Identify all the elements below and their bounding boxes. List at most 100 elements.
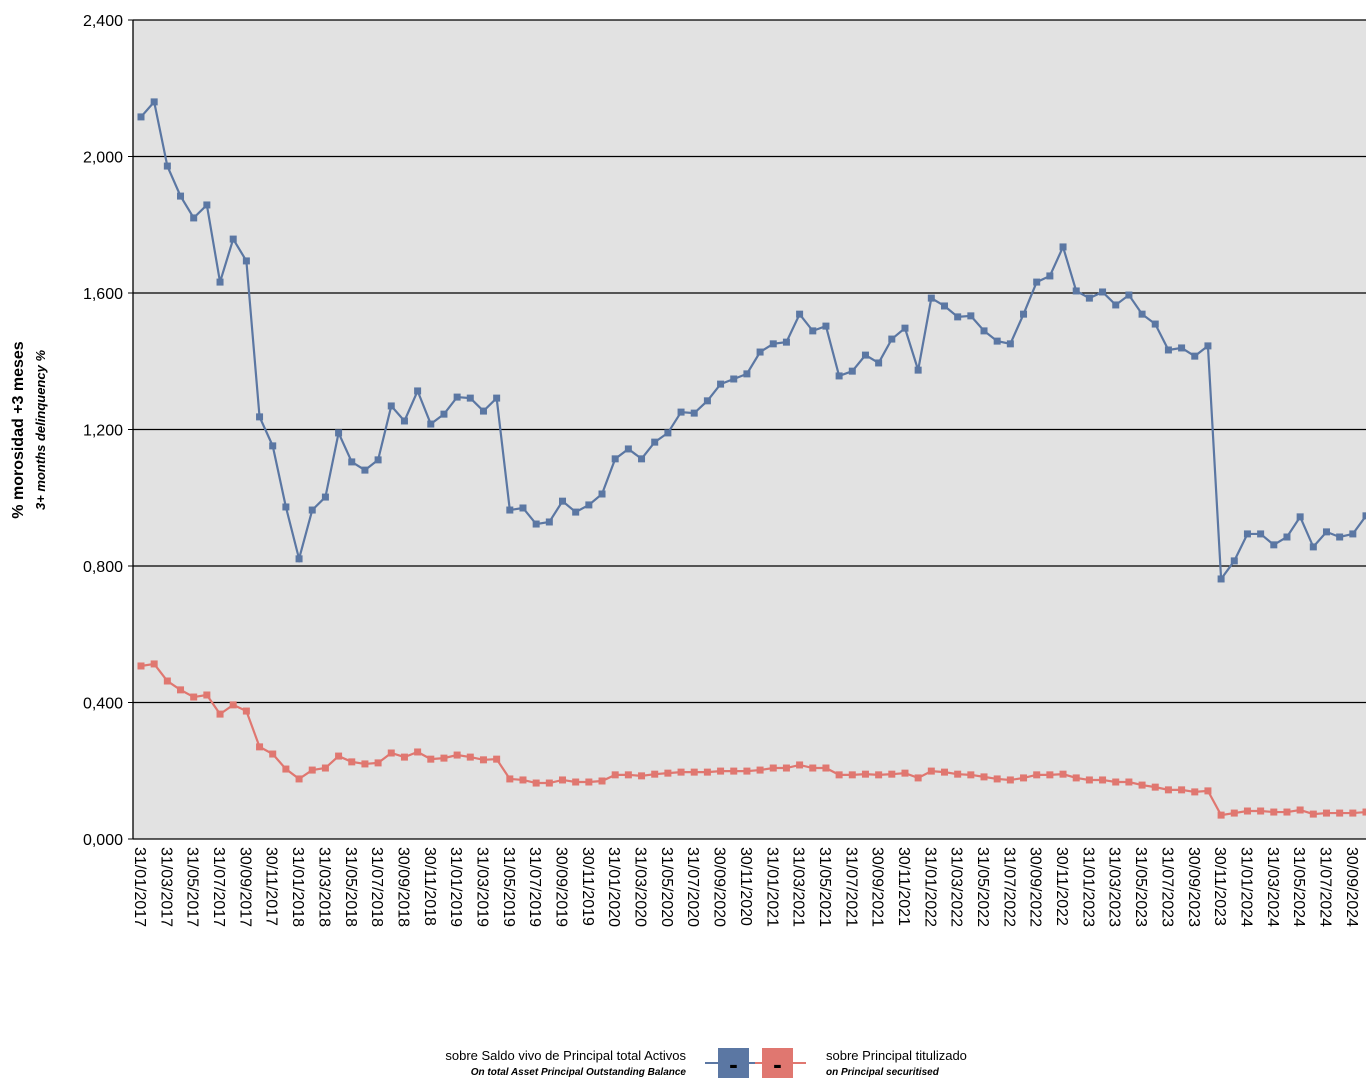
x-tick-label: 31/03/2018 bbox=[315, 847, 332, 927]
data-point bbox=[967, 312, 975, 320]
x-tick-label: 31/03/2019 bbox=[473, 847, 490, 927]
data-point bbox=[1217, 811, 1225, 819]
x-tick-label: 31/07/2020 bbox=[684, 847, 701, 927]
x-tick-label: 31/07/2017 bbox=[210, 847, 227, 927]
data-point bbox=[703, 397, 711, 405]
data-point bbox=[954, 313, 962, 321]
data-point bbox=[809, 327, 817, 335]
data-point bbox=[348, 758, 356, 766]
data-point bbox=[1072, 774, 1080, 782]
data-point bbox=[598, 777, 606, 785]
data-point bbox=[914, 774, 922, 782]
data-point bbox=[282, 765, 290, 773]
data-point bbox=[308, 506, 316, 514]
data-point bbox=[1257, 530, 1265, 538]
data-point bbox=[585, 501, 593, 509]
x-tick-label: 31/07/2018 bbox=[368, 847, 385, 927]
data-point bbox=[335, 752, 343, 760]
data-point bbox=[493, 394, 501, 402]
data-point bbox=[585, 778, 593, 786]
data-point bbox=[980, 773, 988, 781]
data-point bbox=[335, 429, 343, 437]
data-point bbox=[163, 677, 171, 685]
data-point bbox=[427, 420, 435, 428]
data-point bbox=[993, 775, 1001, 783]
data-point bbox=[703, 768, 711, 776]
data-point bbox=[1230, 809, 1238, 817]
data-point bbox=[677, 408, 685, 416]
data-point bbox=[203, 201, 211, 209]
data-point bbox=[809, 764, 817, 772]
data-point bbox=[282, 503, 290, 511]
data-point bbox=[743, 767, 751, 775]
x-tick-label: 30/09/2022 bbox=[1027, 847, 1044, 927]
data-point bbox=[269, 750, 277, 758]
data-point bbox=[769, 764, 777, 772]
x-tick-label: 31/03/2020 bbox=[632, 847, 649, 927]
data-point bbox=[651, 770, 659, 778]
data-point bbox=[242, 257, 250, 265]
data-point bbox=[1099, 776, 1107, 784]
data-point bbox=[835, 771, 843, 779]
x-tick-label: 31/05/2017 bbox=[184, 847, 201, 927]
data-point bbox=[796, 761, 804, 769]
data-point bbox=[1059, 243, 1067, 251]
y-axis-title: % morosidad +3 meses bbox=[10, 341, 27, 519]
legend-label: sobre Principal titulizado bbox=[826, 1048, 967, 1063]
x-tick-label: 31/03/2017 bbox=[157, 847, 174, 927]
data-point bbox=[137, 113, 145, 121]
data-point bbox=[875, 359, 883, 367]
x-tick-label: 31/01/2024 bbox=[1237, 847, 1254, 927]
x-tick-label: 31/07/2022 bbox=[1000, 847, 1017, 927]
data-point bbox=[137, 662, 145, 670]
data-point bbox=[611, 771, 619, 779]
x-tick-label: 30/09/2019 bbox=[553, 847, 570, 927]
x-tick-label: 31/03/2024 bbox=[1264, 847, 1281, 927]
x-tick-label: 31/03/2022 bbox=[948, 847, 965, 927]
data-point bbox=[638, 455, 646, 463]
data-point bbox=[756, 348, 764, 356]
x-tick-label: 30/09/2023 bbox=[1185, 847, 1202, 927]
data-point bbox=[163, 162, 171, 170]
data-point bbox=[269, 442, 277, 450]
data-point bbox=[479, 756, 487, 764]
y-tick-label: 1,600 bbox=[83, 286, 123, 303]
legend-marker: - bbox=[773, 1049, 782, 1078]
data-point bbox=[888, 335, 896, 343]
data-point bbox=[559, 776, 567, 784]
data-point bbox=[1099, 288, 1107, 296]
data-point bbox=[400, 417, 408, 425]
data-point bbox=[1033, 278, 1041, 286]
data-point bbox=[361, 760, 369, 768]
data-point bbox=[835, 372, 843, 380]
x-tick-label: 31/01/2019 bbox=[447, 847, 464, 927]
data-point bbox=[1217, 575, 1225, 583]
data-point bbox=[216, 710, 224, 718]
data-point bbox=[1296, 806, 1304, 814]
data-point bbox=[1243, 807, 1251, 815]
data-point bbox=[848, 771, 856, 779]
data-point bbox=[177, 686, 185, 694]
data-point bbox=[730, 767, 738, 775]
data-point bbox=[150, 660, 158, 668]
data-point bbox=[1151, 320, 1159, 328]
x-tick-label: 31/01/2023 bbox=[1079, 847, 1096, 927]
y-tick-label: 1,200 bbox=[83, 423, 123, 440]
data-point bbox=[414, 748, 422, 756]
data-point bbox=[348, 458, 356, 466]
data-point bbox=[1059, 770, 1067, 778]
data-point bbox=[888, 770, 896, 778]
data-point bbox=[848, 367, 856, 375]
x-tick-label: 30/11/2018 bbox=[421, 847, 438, 926]
data-point bbox=[1230, 557, 1238, 565]
data-point bbox=[308, 766, 316, 774]
data-point bbox=[572, 508, 580, 516]
data-point bbox=[730, 375, 738, 383]
data-point bbox=[387, 749, 395, 757]
series-line bbox=[140, 662, 1366, 817]
data-point bbox=[1257, 807, 1265, 815]
data-point bbox=[624, 445, 632, 453]
data-point bbox=[980, 327, 988, 335]
x-tick-label: 30/09/2024 bbox=[1343, 847, 1360, 927]
